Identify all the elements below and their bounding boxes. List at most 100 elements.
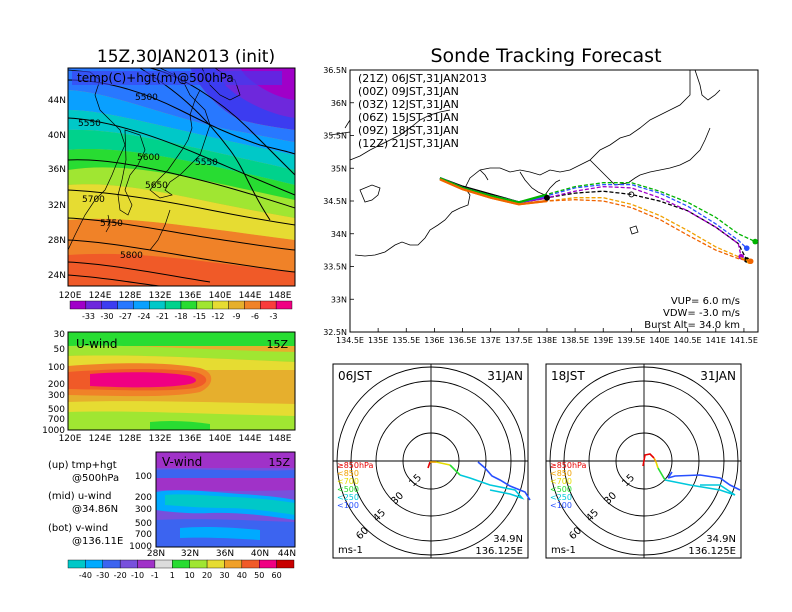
colorbar-swatch [101, 300, 118, 310]
x-tick-label: 141E [706, 336, 726, 345]
x-tick-label: 141.5E [730, 336, 758, 345]
x-tick-label: 138.5E [561, 336, 589, 345]
hodo-trace [642, 453, 741, 496]
lat-tick: 32N [48, 201, 66, 211]
sonde-track-panel: 134.5E 135E 135.5E 136E 136.5E 137E 137.5E 138E… [323, 66, 759, 345]
track-line-2 [439, 177, 748, 249]
x-tick-label: 136E [424, 336, 444, 345]
burst-alt-value: Burst Alt= 34.0 km [644, 320, 740, 331]
lon-tick: 140E [209, 291, 232, 301]
level-tick: 300 [135, 505, 152, 515]
lat-tick: 44N [48, 96, 66, 106]
hodo-date: 31JAN [487, 369, 523, 383]
v-wind-lat-ticks: 28N 32N 36N 40N 44N [147, 549, 296, 559]
colorbar-tick-label: -30 [96, 571, 109, 580]
colorbar-tick-label: -15 [193, 312, 206, 321]
track-line-1 [439, 177, 742, 257]
main-title: Sonde Tracking Forecast [430, 45, 661, 67]
legend-entry-06z: (06Z) 15JST,31JAN [358, 111, 459, 124]
legend-entry-09z: (09Z) 18JST,31JAN [358, 124, 459, 137]
lon-tick: 124E [89, 434, 112, 444]
track-apex-point [628, 191, 635, 198]
y-tick-label: 35N [331, 164, 347, 173]
legend-entry-00z: (00Z) 09JST,31JAN [358, 85, 459, 98]
colorbar-swatch [206, 559, 225, 569]
u-wind-panel: U-wind 15Z 30 50 100 200 300 500 700 100… [42, 330, 296, 444]
colorbar-tick-label: 1 [170, 571, 175, 580]
x-tick-label: 137E [481, 336, 501, 345]
contour-label: 5800 [120, 251, 143, 261]
track-landing-point [752, 238, 758, 245]
track-line-ascent-3 [439, 177, 548, 204]
colorbar-swatch [212, 300, 229, 310]
u-wind-level-ticks: 30 50 100 200 300 500 700 1000 [42, 330, 65, 436]
lon-tick: 148E [269, 291, 292, 301]
hodo-time: 18JST [551, 369, 585, 383]
track-landing-point [743, 245, 750, 251]
x-tick-label: 137.5E [505, 336, 533, 345]
x-tick-label: 136.5E [449, 336, 477, 345]
colorbar-tick-label: -20 [114, 571, 127, 580]
lat-tick: 28N [147, 549, 165, 559]
colorbar-tick-label: -6 [251, 312, 259, 321]
track-line-3 [439, 177, 756, 243]
hodo-time: 06JST [338, 369, 372, 383]
level-legend-entry: <700 [337, 477, 359, 486]
colorbar-tick-label: 40 [237, 571, 247, 580]
u-wind-time: 15Z [266, 338, 288, 351]
map-lon-ticks: 120E 124E 128E 132E 136E 140E 144E 148E [59, 291, 292, 301]
lon-tick: 128E [119, 291, 142, 301]
v-wind-time: 15Z [268, 456, 290, 469]
colorbar-swatch [133, 300, 150, 310]
u-wind-title: U-wind [76, 337, 117, 351]
contour-label: 5550 [78, 119, 101, 129]
lon-tick: 136E [179, 291, 202, 301]
y-tick-label: 33.5N [323, 263, 347, 272]
map-lat-ticks: 44N 40N 36N 32N 28N 24N [48, 96, 66, 281]
colorbar-tick-label: -1 [151, 571, 159, 580]
level-tick: 50 [54, 345, 66, 355]
colorbar-tick-label: -18 [174, 312, 187, 321]
colorbar-tick-label: 30 [219, 571, 229, 580]
x-tick-label: 139E [593, 336, 613, 345]
note-mid-line1: (mid) u-wind [48, 491, 111, 502]
level-tick: 200 [135, 493, 152, 503]
hodo-date: 31JAN [700, 369, 736, 383]
colorbar-swatch [164, 300, 182, 310]
level-tick: 30 [54, 330, 66, 340]
colorbar-tick-label: -24 [137, 312, 150, 321]
lat-tick: 44N [278, 549, 296, 559]
contour-label: 5500 [135, 93, 158, 103]
colorbar-swatch [260, 300, 277, 310]
colorbar-tick-label: 20 [202, 571, 212, 580]
colorbar-swatch [137, 559, 156, 569]
legend-entry-03z: (03Z) 12JST,31JAN [358, 98, 459, 111]
lon-tick: 128E [119, 434, 142, 444]
level-tick: 500 [135, 519, 152, 529]
level-tick: 1000 [129, 542, 152, 552]
colorbar-tick-label: 10 [185, 571, 195, 580]
u-wind-lon-ticks: 120E 124E 128E 132E 136E 140E 144E 148E [59, 434, 292, 444]
lon-tick: 136E [179, 434, 202, 444]
contour-label: 5550 [195, 158, 218, 168]
hodo-unit: ms-1 [338, 545, 363, 556]
wind-colorbar: -40 -30 -20 -10 -1 1 10 20 30 40 50 60 [67, 559, 295, 580]
legend-entry-21z: (21Z) 06JST,31JAN2013 [358, 72, 487, 85]
colorbar-tick-label: -10 [131, 571, 144, 580]
lat-tick: 24N [48, 271, 66, 281]
hodo-level-legend: ≥850hPa <850 <700 <500 <250 <100 [337, 461, 374, 510]
contour-label: 5750 [100, 219, 123, 229]
note-bot-line2: @136.11E [72, 536, 123, 547]
track-lines [439, 177, 758, 265]
colorbar-swatch [244, 300, 261, 310]
track-info: VUP= 6.0 m/s VDW= -3.0 m/s Burst Alt= 34… [644, 296, 740, 331]
track-line-ascent-5 [439, 178, 548, 206]
level-legend-entry: ≥850hPa [337, 461, 374, 470]
level-tick: 700 [135, 530, 152, 540]
track-legend: (21Z) 06JST,31JAN2013 (00Z) 09JST,31JAN … [358, 72, 487, 150]
colorbar-tick-label: -40 [79, 571, 92, 580]
hodo-lon: 136.125E [688, 546, 736, 557]
level-tick: 1000 [42, 426, 65, 436]
vdw-value: VDW= -3.0 m/s [663, 308, 740, 319]
track-landing-point [747, 258, 754, 265]
